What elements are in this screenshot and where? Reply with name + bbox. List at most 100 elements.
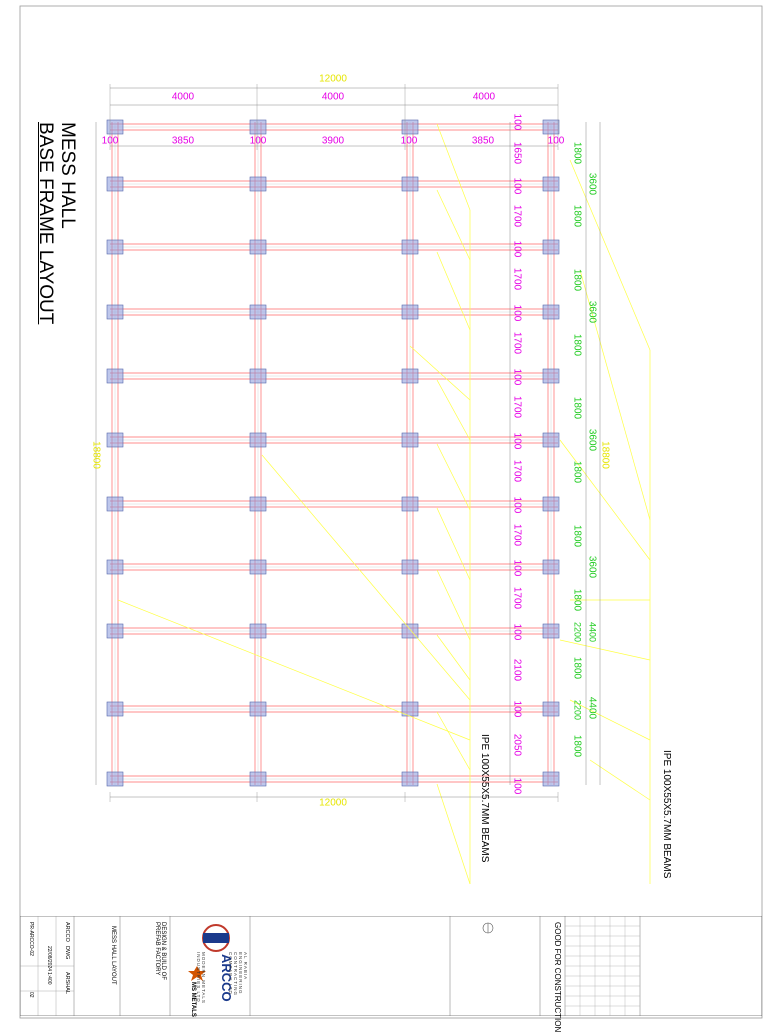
base-plate (106, 559, 124, 575)
leader-line (589, 759, 651, 801)
row-spacing: 100 (511, 433, 522, 450)
base-plate (542, 559, 560, 575)
base-plate (249, 368, 267, 384)
bay-width: 4000 (473, 92, 496, 103)
base-plate (249, 771, 267, 787)
title-line-1: MESS HALL (57, 122, 78, 229)
base-plate (401, 771, 419, 787)
leader-line (261, 454, 471, 701)
base-plate (249, 496, 267, 512)
drawing-number: PR-ARCCO-02 (28, 922, 34, 956)
base-plate (249, 304, 267, 320)
base-plate (542, 368, 560, 384)
row-spacing: 1700 (511, 268, 522, 291)
leader-line (579, 269, 651, 521)
clear-span: 3850 (472, 136, 495, 147)
half-spacing-extra: 2200 (573, 622, 583, 642)
bay-width: 4000 (322, 92, 345, 103)
row-spacing: 100 (511, 114, 522, 131)
title-block-grid (20, 916, 762, 1016)
ms-metals-logo-icon (188, 966, 206, 981)
title-block: GOOD FOR CONSTRUCTION ARCCO AL RABIA ENG… (20, 916, 762, 1032)
clear-span: 100 (250, 136, 267, 147)
base-plate (401, 368, 419, 384)
status-stamp: GOOD FOR CONSTRUCTION (553, 922, 562, 1032)
row-spacing: 1700 (511, 332, 522, 355)
drawing-title: MESS HALL BASE FRAME LAYOUT (34, 122, 78, 324)
overall-length-right: 18800 (599, 441, 610, 469)
row-spacing: 100 (511, 701, 522, 718)
leader-line (436, 379, 471, 441)
leader-line (436, 634, 471, 681)
base-plate (542, 701, 560, 717)
half-spacing: 1800 (571, 397, 582, 420)
approved-by: ARSHAL (64, 972, 70, 995)
base-plate (106, 368, 124, 384)
base-plate (542, 304, 560, 320)
row-spacing: 1700 (511, 205, 522, 228)
leader-line (436, 443, 471, 511)
base-plate (106, 239, 124, 255)
drawing-date: 22/08/2024 (46, 946, 52, 972)
half-spacing-extra: 2200 (573, 700, 583, 720)
half-spacing: 1800 (571, 269, 582, 292)
row-spacing: 100 (511, 624, 522, 641)
group-spacing: 3600 (586, 301, 597, 324)
project-name: DESIGN & BUILD OF PREFAB FACTORY (154, 922, 166, 981)
leader-line (117, 599, 471, 741)
row-spacing: 100 (511, 778, 522, 795)
leader-line (436, 507, 471, 581)
row-spacing: 1650 (511, 142, 522, 165)
base-plate (401, 496, 419, 512)
group-spacing: 3600 (586, 556, 597, 579)
group-spacing: 3600 (586, 173, 597, 196)
leader-line (559, 639, 651, 661)
drawing-type: DWG (64, 946, 70, 960)
sheet-border (19, 5, 763, 1019)
base-plate (106, 304, 124, 320)
leader-line (409, 345, 471, 401)
base-plate (106, 771, 124, 787)
base-plate (401, 239, 419, 255)
base-plate (542, 623, 560, 639)
overall-width-top: 12000 (319, 74, 347, 85)
clear-span: 3850 (172, 136, 195, 147)
overall-length-left: 18800 (90, 441, 101, 469)
title-line-2: BASE FRAME LAYOUT (35, 122, 56, 325)
base-plate (401, 176, 419, 192)
group-spacing: 4400 (586, 697, 597, 720)
drawn-by: ARCCO (64, 922, 70, 942)
company-sub: AL RABIA ENGINEERING CONTRACTING COMPANY… (228, 952, 248, 996)
bay-width: 4000 (172, 92, 195, 103)
base-plate (542, 432, 560, 448)
leader-line (436, 251, 471, 331)
half-spacing: 1800 (571, 461, 582, 484)
beam-label-2: IPE 100X55X5.7MM BEAMS (661, 750, 672, 879)
clear-span: 3900 (322, 136, 345, 147)
base-plate (542, 119, 560, 135)
base-plate (249, 239, 267, 255)
base-plate (249, 623, 267, 639)
half-spacing: 1800 (571, 735, 582, 758)
group-spacing-extra: 4400 (588, 622, 598, 642)
base-plate (106, 119, 124, 135)
row-spacing: 1700 (511, 396, 522, 419)
row-spacing: 1700 (511, 524, 522, 547)
row-spacing: 2100 (511, 659, 522, 682)
base-plate (249, 119, 267, 135)
leader-line (569, 699, 651, 741)
partner-sub: MODERN METALS INDUSTRIES LTD (196, 952, 206, 1004)
row-spacing: 100 (511, 369, 522, 386)
base-plate (401, 559, 419, 575)
clear-span: 100 (548, 136, 565, 147)
base-plate (106, 496, 124, 512)
drawing-scale: 1:400 (46, 972, 52, 985)
overall-width-bottom: 12000 (319, 798, 347, 809)
leader-line (436, 189, 471, 261)
base-plate (542, 176, 560, 192)
row-spacing: 100 (511, 178, 522, 195)
half-spacing: 1800 (571, 334, 582, 357)
row-spacing: 100 (511, 241, 522, 258)
row-spacing: 100 (511, 560, 522, 577)
base-plate (401, 119, 419, 135)
